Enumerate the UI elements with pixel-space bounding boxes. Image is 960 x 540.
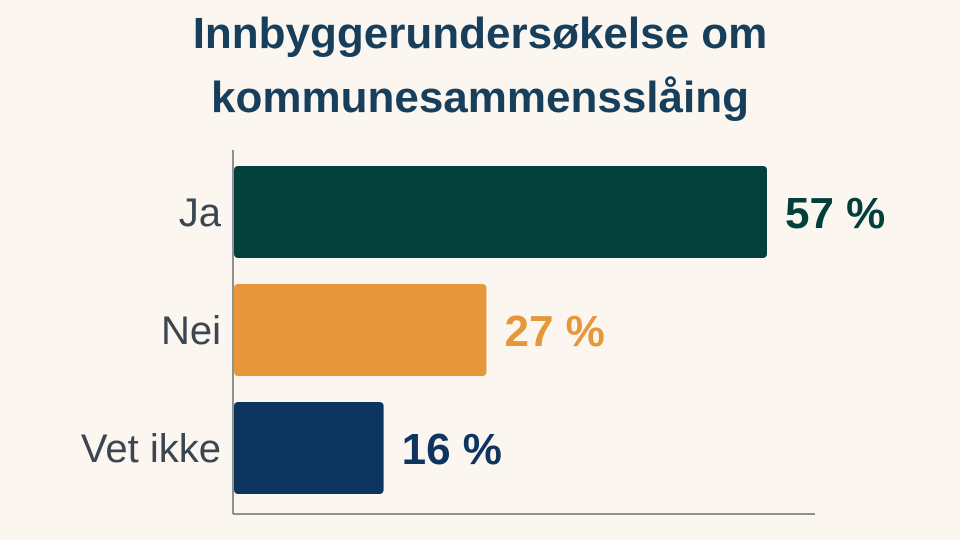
value-label-nei: 27 %	[504, 307, 604, 356]
bar-vet-ikke	[234, 402, 384, 494]
bar-ja	[234, 166, 767, 258]
chart-title-line-2: kommunesammensslåing	[211, 73, 749, 122]
category-label-vet-ikke: Vet ikke	[81, 427, 221, 471]
chart-title: Innbyggerundersøkelse om kommunesammenss…	[0, 2, 960, 130]
category-label-nei: Nei	[161, 309, 221, 353]
bar-nei	[234, 284, 487, 376]
value-label-vet-ikke: 16 %	[402, 425, 502, 474]
category-label-ja: Ja	[179, 191, 222, 235]
chart-title-line-1: Innbyggerundersøkelse om	[192, 9, 768, 58]
value-label-ja: 57 %	[785, 189, 885, 238]
